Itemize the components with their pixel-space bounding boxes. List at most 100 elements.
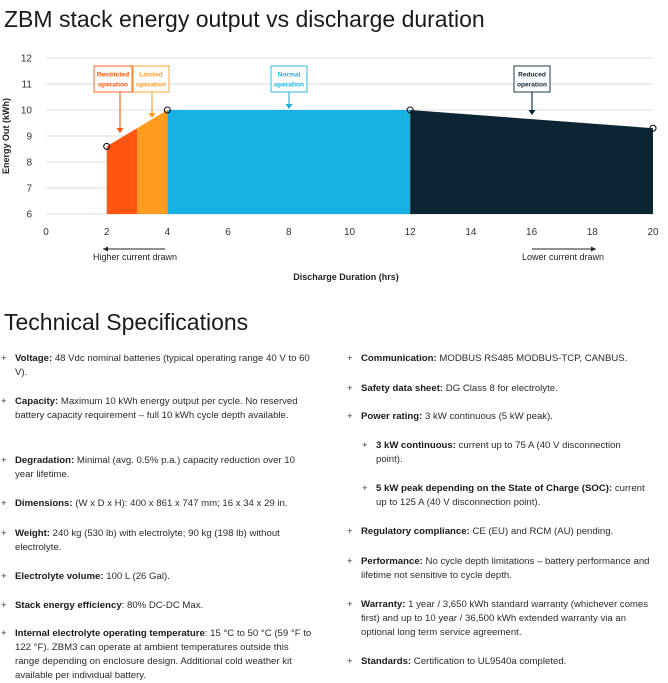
region-label: operation — [274, 82, 304, 89]
spec-voltage: Voltage: 48 Vdc nominal batteries (typic… — [0, 352, 315, 380]
energy-output-chart: 6 7 8 9 10 11 12 0 2 4 6 8 10 12 14 16 18 20 Restricted ope… — [1, 54, 659, 283]
annotation-lower-current: Lower current drawn — [522, 252, 604, 262]
y-tick-label: 11 — [22, 80, 33, 91]
spec-label: Regulatory compliance: — [361, 526, 470, 537]
spec-text: 240 kg (530 lb) with electrolyte; 90 kg … — [15, 528, 280, 553]
region-area — [167, 110, 411, 214]
spec-label: Communication: — [361, 353, 437, 364]
region-label-box — [270, 65, 308, 93]
x-axis-label: Discharge Duration (hrs) — [293, 272, 399, 282]
spec-text: Certification to UL9540a completed. — [413, 656, 567, 667]
spec-operating-temperature: Internal electrolyte operating temperatu… — [0, 627, 315, 683]
spec-text: : 15 °C to 50 °C (59 °F to 122 °F). ZBM3… — [15, 628, 312, 681]
spec-label: Internal electrolyte operating temperatu… — [15, 628, 205, 639]
region-label: Reduced — [518, 72, 546, 79]
spec-text: No cycle depth limitations – battery per… — [361, 556, 650, 581]
spec-text: 3 kW continuous (5 kW peak). — [424, 411, 553, 422]
x-tick-label: 4 — [165, 227, 171, 238]
page-title: ZBM stack energy output vs discharge dur… — [4, 6, 485, 32]
spec-label: Safety data sheet: — [361, 383, 444, 394]
spec-text: (W x D x H): 400 x 861 x 747 mm; 16 x 34… — [75, 498, 288, 509]
region-arrow-head — [116, 128, 124, 133]
spec-weight: Weight: 240 kg (530 lb) with electrolyte… — [0, 527, 315, 555]
spec-label: Warranty: — [361, 599, 406, 610]
spec-text: current up to 125 A (40 V disconnection … — [376, 483, 645, 508]
spec-performance: Performance: No cycle depth limitations … — [346, 555, 661, 583]
spec-peak-power: 5 kW peak depending on the State of Char… — [346, 482, 656, 510]
spec-electrolyte-volume: Electrolyte volume: 100 L (26 Gal). — [0, 570, 315, 584]
spec-label: Capacity: — [15, 396, 59, 407]
x-tick-label: 18 — [587, 227, 599, 238]
spec-continuous-power: 3 kW continuous: current up to 75 A (40 … — [346, 439, 646, 467]
spec-text: 48 Vdc nominal batteries (typical operat… — [15, 353, 310, 378]
x-tick-label: 20 — [647, 227, 659, 238]
region-arrow-head — [285, 104, 293, 109]
y-tick-label: 7 — [26, 184, 32, 195]
spec-communication: Communication: MODBUS RS485 MODBUS-TCP, … — [346, 352, 661, 366]
y-tick-label: 9 — [26, 132, 32, 143]
region-area — [106, 128, 138, 214]
region-label-box — [93, 65, 133, 93]
spec-label: Degradation: — [15, 455, 75, 466]
x-tick-label: 6 — [225, 227, 231, 238]
region-label: Limited — [139, 72, 162, 79]
spec-label: 5 kW peak depending on the State of Char… — [376, 483, 613, 494]
spec-text: : 80% DC-DC Max. — [121, 600, 204, 611]
spec-label: 3 kW continuous: — [376, 440, 456, 451]
region-arrow-head — [528, 110, 536, 115]
y-tick-label: 12 — [21, 54, 33, 65]
spec-label: Electrolyte volume: — [15, 571, 104, 582]
region-area — [410, 110, 653, 214]
data-point — [406, 106, 414, 114]
right-arrow-head — [591, 246, 596, 252]
spec-warranty: Warranty: 1 year / 3,650 kWh standard wa… — [346, 598, 661, 640]
spec-text: Minimal (avg. 0.5% p.a.) capacity reduct… — [15, 455, 295, 480]
spec-label: Weight: — [15, 528, 50, 539]
x-tick-label: 2 — [104, 227, 110, 238]
spec-capacity: Capacity: Maximum 10 kWh energy output p… — [0, 395, 315, 423]
x-tick-label: 10 — [344, 227, 356, 238]
region-label: Normal — [278, 72, 301, 79]
data-point — [649, 124, 657, 132]
x-tick-label: 14 — [465, 227, 477, 238]
region-label-box — [513, 65, 551, 93]
spec-safety-data-sheet: Safety data sheet: DG Class 8 for electr… — [346, 382, 661, 396]
spec-label: Standards: — [361, 656, 412, 667]
spec-text: current up to 75 A (40 V disconnection p… — [376, 440, 621, 465]
y-axis-label: Energy Out (kWh) — [1, 98, 11, 174]
spec-label: Dimensions: — [15, 498, 73, 509]
spec-text: Maximum 10 kWh energy output per cycle. … — [15, 396, 298, 421]
region-label: operation — [136, 82, 166, 89]
y-tick-label: 10 — [21, 106, 33, 117]
region-arrow-head — [148, 113, 156, 118]
region-area — [137, 110, 168, 214]
region-label: Restricted — [97, 72, 129, 79]
spec-text: MODBUS RS485 MODBUS-TCP, CANBUS. — [439, 353, 628, 364]
spec-label: Voltage: — [15, 353, 53, 364]
specs-heading: Technical Specifications — [4, 309, 249, 335]
y-tick-label: 8 — [26, 158, 32, 169]
spec-text: 100 L (26 Gal). — [106, 571, 170, 582]
left-arrow-head — [103, 246, 108, 252]
spec-label: Stack energy efficiency — [15, 600, 122, 611]
data-point — [103, 142, 111, 150]
region-label: operation — [98, 82, 128, 89]
spec-standards: Standards: Certification to UL9540a comp… — [346, 655, 661, 669]
spec-dimensions: Dimensions: (W x D x H): 400 x 861 x 747… — [0, 497, 315, 511]
spec-label: Power rating: — [361, 411, 423, 422]
spec-text: DG Class 8 for electrolyte. — [445, 383, 558, 394]
spec-stack-efficiency: Stack energy efficiency: 80% DC-DC Max. — [0, 599, 315, 613]
spec-power-rating: Power rating: 3 kW continuous (5 kW peak… — [346, 410, 661, 424]
spec-text: CE (EU) and RCM (AU) pending. — [472, 526, 614, 537]
y-tick-label: 6 — [26, 210, 32, 221]
x-tick-label: 8 — [286, 227, 292, 238]
region-label-box — [132, 65, 170, 93]
x-tick-label: 12 — [405, 227, 417, 238]
data-point — [163, 106, 171, 114]
spec-degradation: Degradation: Minimal (avg. 0.5% p.a.) ca… — [0, 454, 315, 482]
x-tick-label: 16 — [526, 227, 538, 238]
spec-label: Performance: — [361, 556, 423, 567]
region-label: operation — [517, 82, 547, 89]
spec-regulatory-compliance: Regulatory compliance: CE (EU) and RCM (… — [346, 525, 661, 539]
x-tick-label: 0 — [43, 227, 49, 238]
